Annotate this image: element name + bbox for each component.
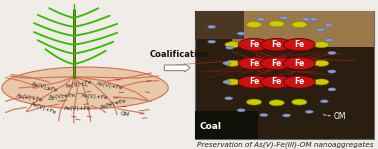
Circle shape [223,62,231,65]
Bar [195,111,257,139]
Text: Fe: Fe [249,40,259,49]
Circle shape [316,28,325,31]
Text: Fe: Fe [271,59,282,68]
Circle shape [282,114,291,117]
Ellipse shape [2,67,168,109]
Circle shape [320,100,328,103]
Circle shape [314,60,329,66]
Circle shape [208,40,216,43]
Circle shape [238,38,270,51]
Circle shape [238,76,270,88]
Text: As(V)+Fe: As(V)+Fe [64,106,91,111]
Circle shape [284,57,315,70]
Circle shape [257,18,265,21]
Text: Fe: Fe [294,59,305,68]
Circle shape [292,22,307,28]
Circle shape [269,100,284,106]
Circle shape [225,97,233,100]
Circle shape [246,22,262,28]
Circle shape [314,79,329,85]
Circle shape [305,110,313,113]
Circle shape [223,80,231,84]
Text: Coal: Coal [200,122,222,131]
Circle shape [225,60,240,66]
Circle shape [328,88,336,91]
Circle shape [325,24,333,27]
Text: Preservation of As(V)-Fe(III)-OM nanoaggregates: Preservation of As(V)-Fe(III)-OM nanoagg… [197,141,373,148]
Text: Fe: Fe [249,77,259,86]
Text: As(V)+Fe: As(V)+Fe [16,93,44,103]
Text: Fe: Fe [294,40,305,49]
Text: Fe: Fe [271,77,282,86]
Circle shape [225,79,240,85]
Circle shape [310,18,318,21]
Text: Coalification: Coalification [150,50,209,59]
Circle shape [284,76,315,88]
Circle shape [261,57,293,70]
Circle shape [237,32,245,35]
Circle shape [302,18,310,21]
Text: As(V)+Fe: As(V)+Fe [81,93,108,101]
Circle shape [284,38,315,51]
Circle shape [237,109,245,112]
Circle shape [261,38,293,51]
Circle shape [328,70,336,73]
Text: OM: OM [333,112,346,121]
Circle shape [238,57,270,70]
Circle shape [279,16,288,20]
Bar [195,11,374,139]
FancyArrow shape [164,64,190,72]
Circle shape [208,25,216,28]
Circle shape [225,42,240,48]
Text: As(V)+Fe: As(V)+Fe [48,92,76,100]
Circle shape [246,99,262,105]
Bar [195,11,244,39]
Circle shape [260,113,268,117]
Circle shape [325,39,333,42]
Bar [232,11,374,47]
Circle shape [226,46,234,49]
Text: As(V)+Fe: As(V)+Fe [96,81,124,91]
Text: Fe: Fe [271,40,282,49]
Text: Fe: Fe [249,59,259,68]
Text: As(V)+Fe: As(V)+Fe [65,79,93,89]
Text: OM: OM [119,111,130,118]
Circle shape [269,21,284,27]
Circle shape [261,76,293,88]
Text: As(V)+Fe: As(V)+Fe [99,98,127,110]
Circle shape [314,42,329,48]
Circle shape [292,99,307,105]
Circle shape [328,51,336,55]
Text: As(V)+Fe: As(V)+Fe [31,81,59,93]
Text: Fe: Fe [294,77,305,86]
Text: As(V)+Fe: As(V)+Fe [30,102,57,116]
